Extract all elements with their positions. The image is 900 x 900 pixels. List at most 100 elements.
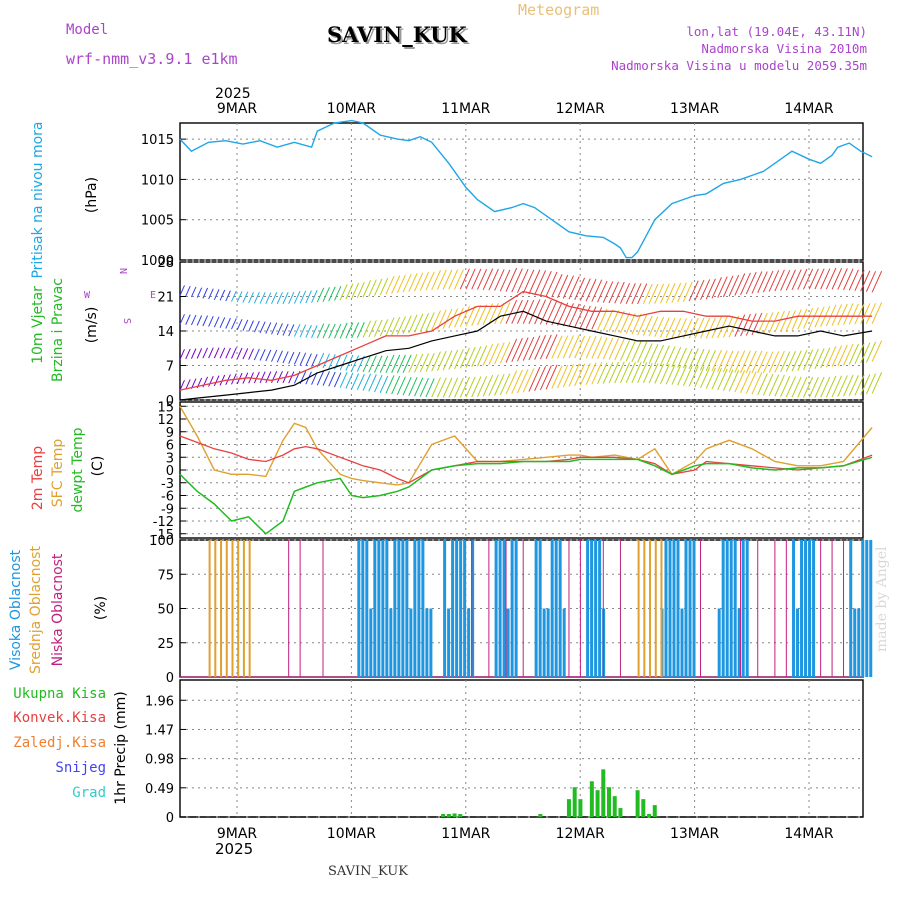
total-precip-bar [538, 814, 543, 817]
wind-barb [785, 376, 796, 398]
wind-barb [740, 313, 751, 337]
wind-barb [494, 302, 505, 325]
high-cloud-bar [381, 540, 385, 677]
wind-panel: 0 7 14 21 28 [157, 256, 883, 409]
wind-barb [379, 277, 389, 296]
wind-barb [528, 299, 541, 325]
total-precip-bar [612, 796, 617, 817]
wind-barb [865, 373, 877, 395]
wind-barb [745, 271, 757, 295]
wind-barb [459, 268, 470, 290]
wind-barb [396, 376, 406, 395]
high-cloud-bar [737, 608, 741, 677]
total-precip-bar [589, 781, 594, 817]
total-precip-bar [635, 790, 640, 817]
wind-barb [785, 269, 796, 291]
wind-barb [339, 322, 348, 339]
high-cloud-bar [590, 540, 594, 677]
wind-barb [665, 346, 676, 367]
wind-barb [654, 283, 665, 304]
wind-barb [768, 270, 780, 292]
wind-barb [654, 316, 665, 337]
dir-w: W [84, 290, 91, 301]
wind-barb [602, 337, 614, 360]
high-cloud-bar [455, 540, 459, 677]
wind-barb [814, 268, 825, 290]
wind-barb [694, 366, 705, 388]
wind-barb [271, 292, 278, 305]
wind-barb [208, 375, 214, 387]
wind-barb [436, 377, 447, 398]
panel-frame [179, 122, 864, 261]
wind-barb [705, 278, 716, 300]
wind-barb [351, 355, 360, 372]
wind-barb [288, 291, 295, 304]
high-cloud-bar [800, 540, 804, 677]
wind-barb [728, 274, 740, 297]
bottom-year: 2025 [215, 840, 253, 858]
wind-barb [585, 336, 597, 359]
wind-barb [688, 365, 699, 387]
mid-cloud-bar [225, 540, 228, 677]
wind-barb [757, 271, 768, 293]
wind-barb [333, 285, 342, 301]
wind-barb [797, 376, 808, 398]
wind-barb [717, 368, 728, 391]
bottom-day-label: 9MAR [217, 826, 258, 842]
wind-barb [305, 290, 312, 304]
wind-barb [585, 278, 597, 302]
wind-barb [459, 376, 470, 398]
wind-barb [871, 340, 883, 362]
wind-barb [299, 324, 307, 338]
wind-barb [333, 372, 342, 388]
bottom-day-label: 10MAR [327, 826, 376, 842]
wind-barb [351, 373, 360, 390]
wind-barb [196, 315, 203, 326]
wind-barb [499, 302, 511, 325]
wind-barb [745, 371, 757, 394]
wind-barb [734, 273, 746, 296]
wind-barb [814, 376, 825, 398]
wind-barb [865, 303, 877, 324]
wind-barb [825, 375, 837, 398]
wind-barb [454, 307, 464, 328]
wind-barb [797, 350, 808, 371]
wind-barb [677, 282, 687, 303]
wind-barb [568, 335, 580, 359]
total-precip-bar [441, 814, 446, 817]
wind-barb [465, 346, 476, 368]
ytick-label: 100 [149, 534, 174, 549]
wind-barb [408, 377, 418, 396]
wind-barb [471, 376, 482, 398]
wind-barb [259, 371, 266, 384]
ytick-label: 28 [157, 256, 174, 271]
wind-barb [728, 370, 740, 392]
wind-barb [825, 346, 837, 368]
high-cloud-bar [393, 540, 397, 677]
wind-barb [265, 322, 272, 334]
wind-barb [236, 347, 243, 359]
mid-cloud-bar [649, 540, 652, 677]
wind-barb [551, 365, 563, 389]
top-day-label: 10MAR [327, 101, 376, 117]
hail-label: Grad [72, 785, 106, 801]
ytick-label: 0.49 [145, 782, 174, 797]
wind-barb [305, 324, 312, 338]
wind-barb [202, 287, 209, 299]
high-cloud-bar [506, 608, 510, 677]
ytick-label: 1.96 [145, 694, 174, 709]
wind-barb [717, 276, 728, 298]
wind-barb [534, 299, 547, 325]
dewpt-label: dewpt Temp [70, 427, 86, 512]
wind-barb [608, 361, 619, 384]
high-cloud-bar [417, 540, 421, 677]
dir-e: E [150, 290, 156, 301]
wind-barb [488, 343, 499, 365]
wind-barb [385, 375, 395, 394]
wind-barb [185, 379, 191, 390]
precip-panel: 0 0.49 0.98 1.47 1.96 [145, 679, 864, 826]
wind-barb [768, 374, 780, 397]
mid-cloud-bar [637, 540, 640, 677]
wind-barb [562, 335, 574, 359]
